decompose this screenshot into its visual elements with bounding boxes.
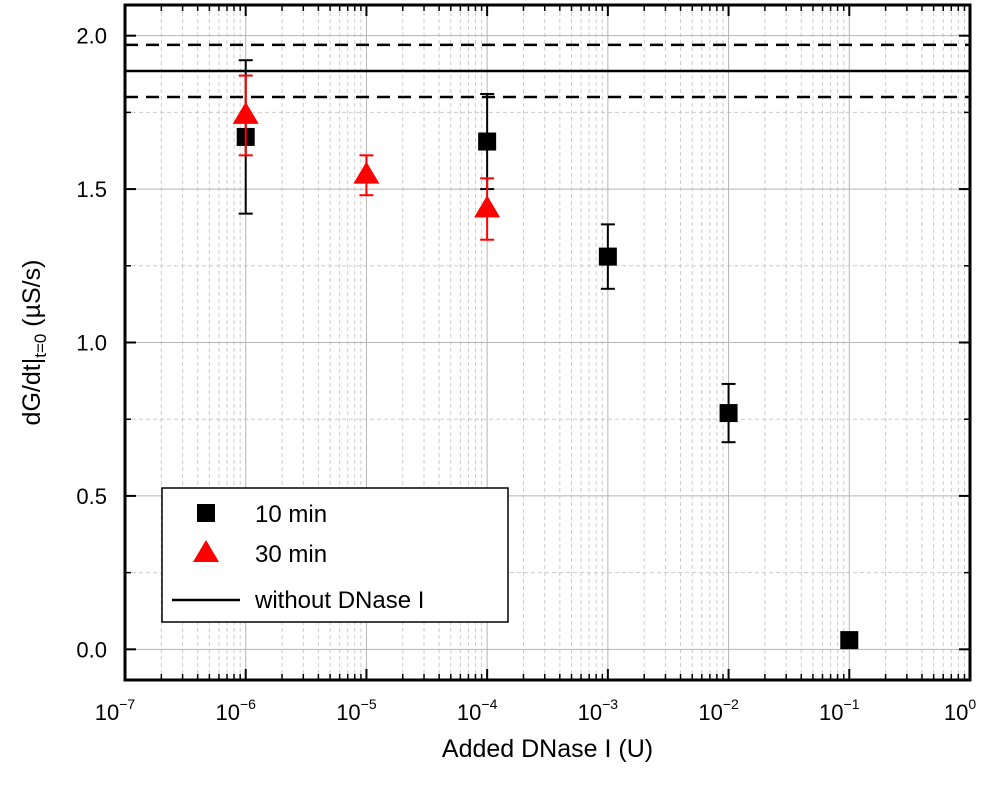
data-point-triangle	[232, 101, 259, 124]
data-point-square	[598, 247, 617, 266]
legend-square-marker	[197, 504, 215, 522]
x-tick-label: 10−1	[819, 696, 860, 725]
x-tick-label-exponent: −3	[602, 696, 618, 712]
y-tick-label: 1.0	[76, 331, 107, 356]
x-tick-label: 10−2	[698, 696, 739, 725]
x-tick-label-base: 10	[457, 700, 481, 725]
legend: 10 min 30 min without DNase I	[161, 487, 509, 623]
x-tick-label: 10−7	[95, 696, 136, 725]
y-tick-label: 1.5	[76, 177, 107, 202]
y-axis-title-main: dG/dt|	[18, 358, 46, 426]
y-tick-label: 0.0	[76, 637, 107, 662]
x-tick-label: 10−6	[215, 696, 256, 725]
data-point-triangle	[474, 195, 501, 218]
y-axis-title-subscript: t=0	[31, 334, 50, 358]
data-point-square	[478, 132, 497, 151]
x-tick-label-base: 10	[944, 700, 968, 725]
x-tick-label-exponent: −6	[240, 696, 256, 712]
x-tick-label-exponent: −7	[119, 696, 135, 712]
x-axis-title: Added DNase I (U)	[442, 735, 653, 763]
x-tick-label-base: 10	[698, 700, 722, 725]
y-axis-title: dG/dt|t=0 (µS/s)	[18, 260, 50, 426]
legend-label-10min: 10 min	[255, 501, 327, 528]
reference-lines	[125, 43, 970, 99]
y-tick-label: 0.5	[76, 484, 107, 509]
data-point-square	[840, 631, 859, 650]
x-tick-label: 100	[944, 696, 976, 725]
x-tick-label-exponent: −5	[361, 696, 377, 712]
data-point-triangle	[353, 161, 380, 184]
y-axis-title-unit: (µS/s)	[18, 260, 46, 334]
x-tick-label-exponent: 0	[968, 696, 976, 712]
x-tick-label-exponent: −1	[844, 696, 860, 712]
legend-label-30min: 30 min	[255, 541, 327, 568]
x-tick-label-base: 10	[215, 700, 239, 725]
x-tick-label-base: 10	[336, 700, 360, 725]
data-points	[232, 59, 859, 650]
x-tick-label: 10−4	[457, 696, 498, 725]
legend-label-reference: without DNase I	[254, 587, 424, 614]
axis-ticks	[124, 5, 971, 680]
x-tick-label-base: 10	[578, 700, 602, 725]
x-tick-label-exponent: −4	[481, 696, 497, 712]
x-tick-label-base: 10	[95, 700, 119, 725]
x-tick-label: 10−3	[578, 696, 619, 725]
tick-labels: 10−7 10−6 10−5 10−4 10−3 10−2 10−1 1000.00.51.0…	[76, 24, 976, 725]
x-tick-label-exponent: −2	[723, 696, 739, 712]
data-point-square	[719, 404, 738, 423]
x-tick-label: 10−5	[336, 696, 377, 725]
x-tick-label-base: 10	[819, 700, 843, 725]
legend-triangle-marker	[193, 540, 219, 562]
y-tick-label: 2.0	[76, 24, 107, 49]
